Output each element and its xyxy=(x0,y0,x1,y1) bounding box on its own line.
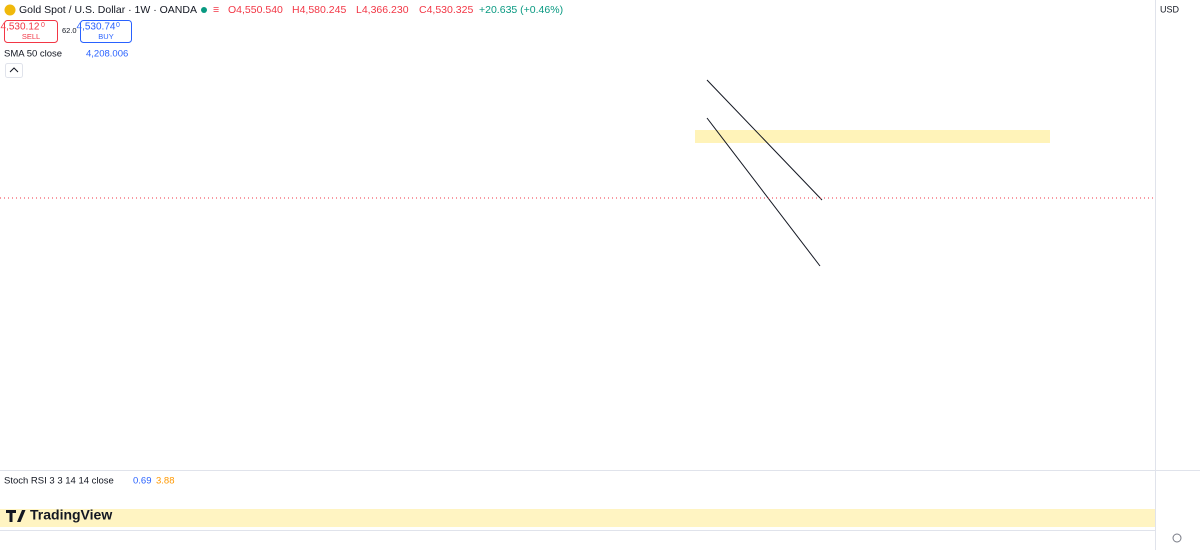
spread: 62.0 xyxy=(62,26,77,35)
symbol-title: Gold Spot / U.S. Dollar · 1W · OANDA xyxy=(19,4,197,16)
flag-icon: ≡ xyxy=(213,4,219,16)
close: C4,530.325 xyxy=(419,4,473,16)
buy-label: BUY xyxy=(98,32,113,41)
low: L4,366.230 xyxy=(356,4,409,16)
channel-upper xyxy=(706,79,823,201)
highlight-zone xyxy=(695,130,1050,143)
market-status xyxy=(201,7,207,13)
collapse-button[interactable] xyxy=(5,63,23,78)
stoch-band xyxy=(0,509,1155,527)
open: O4,550.540 xyxy=(228,4,283,16)
brand-logo xyxy=(6,510,26,522)
symbol-logo xyxy=(4,4,16,16)
stoch-k-value: 0.69 xyxy=(133,476,152,487)
change: +20.635 (+0.46%) xyxy=(479,4,563,16)
stoch-d-value: 3.88 xyxy=(156,476,175,487)
sma-legend: SMA 50 close xyxy=(4,49,62,60)
channel-lower xyxy=(706,117,821,267)
sell-button[interactable] xyxy=(4,20,58,43)
brand-name: TradingView xyxy=(30,507,112,523)
sell-sup: 0 xyxy=(41,22,45,29)
buy-sup: 0 xyxy=(116,22,120,29)
buy-price: 4,530.74 xyxy=(77,22,116,33)
sell-price: 4,530.12 xyxy=(1,22,40,33)
sma-value: 4,208.006 xyxy=(86,49,128,60)
stoch-legend: Stoch RSI 3 3 14 14 close xyxy=(4,476,114,487)
sell-label: SELL xyxy=(22,32,40,41)
currency: USD xyxy=(1160,4,1180,14)
settings-icon[interactable] xyxy=(1172,533,1182,543)
buy-button[interactable] xyxy=(80,20,132,43)
collapse-icon xyxy=(9,67,19,73)
high: H4,580.245 xyxy=(292,4,346,16)
